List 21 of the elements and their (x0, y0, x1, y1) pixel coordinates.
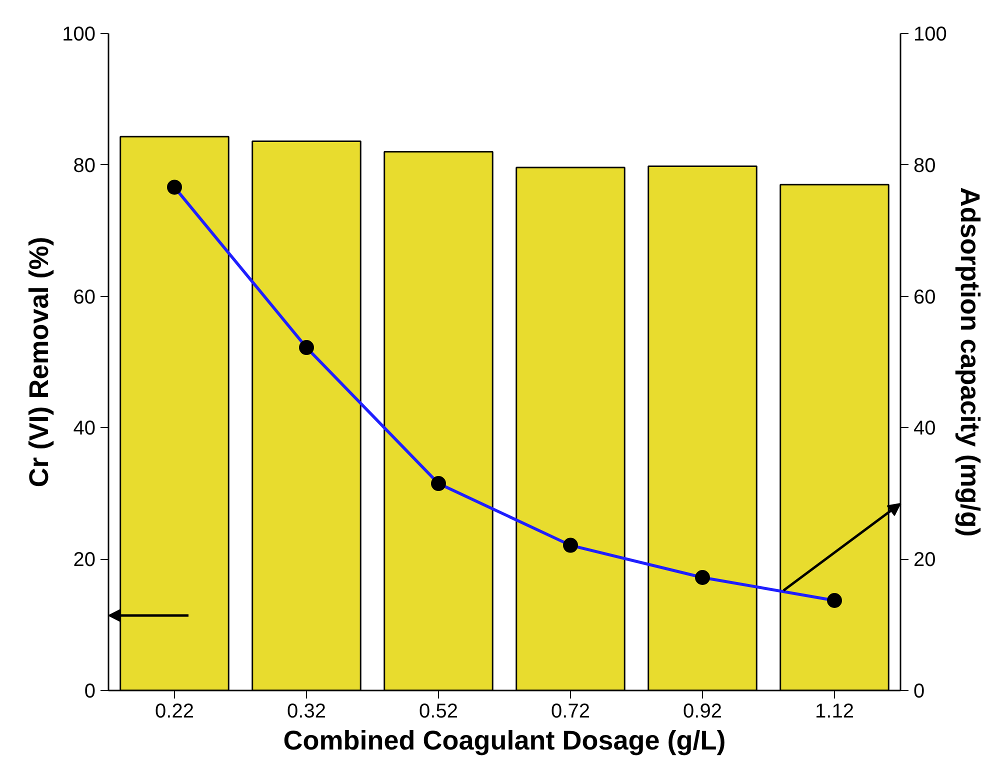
x-tick-label: 0.32 (287, 700, 326, 722)
x-axis-title: Combined Coagulant Dosage (g/L) (283, 726, 726, 756)
y2-tick-label: 80 (914, 154, 936, 177)
y2-axis-title: Adsorption capacity (mg/g) (954, 187, 985, 537)
y-tick-label: 20 (73, 549, 96, 572)
y-tick-label: 40 (73, 418, 96, 440)
y-tick-label: 100 (62, 24, 96, 46)
y2-tick-label: 40 (914, 418, 936, 440)
x-tick-label: 0.92 (683, 700, 722, 722)
x-tick-label: 1.12 (815, 700, 854, 722)
x-tick-label: 0.22 (155, 700, 194, 722)
x-tick-label: 0.52 (419, 700, 458, 722)
y-tick-label: 0 (84, 680, 96, 702)
y2-tick-label: 20 (914, 549, 936, 572)
y2-tick-label: 0 (914, 680, 925, 702)
y2-tick-label: 100 (914, 24, 947, 46)
y-tick-label: 60 (73, 286, 96, 308)
y2-tick-label: 60 (914, 286, 936, 308)
x-tick-label: 0.72 (551, 700, 590, 722)
y-axis-title: Cr (VI) Removal (%) (24, 236, 54, 488)
y-tick-label: 80 (73, 154, 96, 177)
